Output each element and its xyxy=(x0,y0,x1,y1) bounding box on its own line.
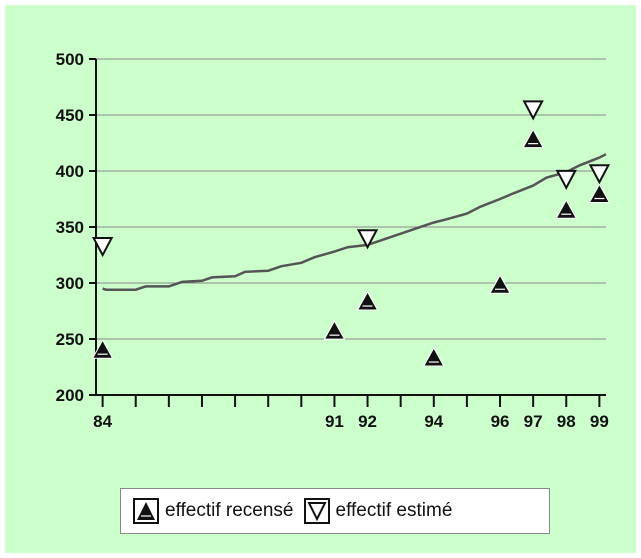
recense-point xyxy=(356,291,379,311)
estime-point xyxy=(555,169,577,190)
recense-point xyxy=(588,183,611,204)
legend: effectif recensé effectif estimé xyxy=(120,488,550,534)
recense-point xyxy=(555,199,578,219)
trend-line xyxy=(102,153,607,291)
y-tick-label: 500 xyxy=(56,50,84,69)
x-tick-label: 94 xyxy=(424,412,443,431)
recense-point xyxy=(522,128,544,149)
axis-layer: 200 250 300 350 400 450 500 84 91 92 94 96 97 98 99 xyxy=(56,50,609,431)
y-tick-label: 300 xyxy=(56,274,84,293)
x-tick-label: 91 xyxy=(325,412,344,431)
y-tick-label: 200 xyxy=(56,386,84,405)
y-tick-label: 450 xyxy=(56,106,84,125)
line-layer xyxy=(102,153,607,291)
marker-layer xyxy=(91,100,611,367)
filled-up-triangle-icon xyxy=(133,498,159,524)
x-tick-label: 98 xyxy=(557,412,576,431)
x-tick-label: 92 xyxy=(358,412,377,431)
estime-point xyxy=(356,229,379,250)
recense-point xyxy=(91,339,114,359)
estime-point xyxy=(91,237,114,258)
legend-label-estime: effectif estimé xyxy=(335,500,453,521)
estime-point xyxy=(522,100,544,121)
x-tick-label: 84 xyxy=(93,412,112,431)
legend-label-recense: effectif recensé xyxy=(165,500,294,521)
estime-point xyxy=(588,164,611,185)
x-tick-label: 97 xyxy=(524,412,543,431)
legend-item-recense: effectif recensé xyxy=(133,498,294,524)
recense-point xyxy=(323,320,346,340)
y-tick-label: 250 xyxy=(56,330,84,349)
x-tick-label: 96 xyxy=(491,412,510,431)
chart-svg: 200 250 300 350 400 450 500 84 91 92 94 96 97 98 99 xyxy=(56,50,611,431)
legend-item-estime: effectif estimé xyxy=(303,498,453,524)
recense-point xyxy=(422,347,445,367)
hollow-down-triangle-icon xyxy=(303,498,330,524)
chart-panel: 200 250 300 350 400 450 500 84 91 92 94 96 97 98 99 ef… xyxy=(5,5,636,553)
y-tick-label: 350 xyxy=(56,218,84,237)
x-tick-label: 99 xyxy=(590,412,609,431)
y-tick-label: 400 xyxy=(56,162,84,181)
recense-point xyxy=(489,274,511,294)
